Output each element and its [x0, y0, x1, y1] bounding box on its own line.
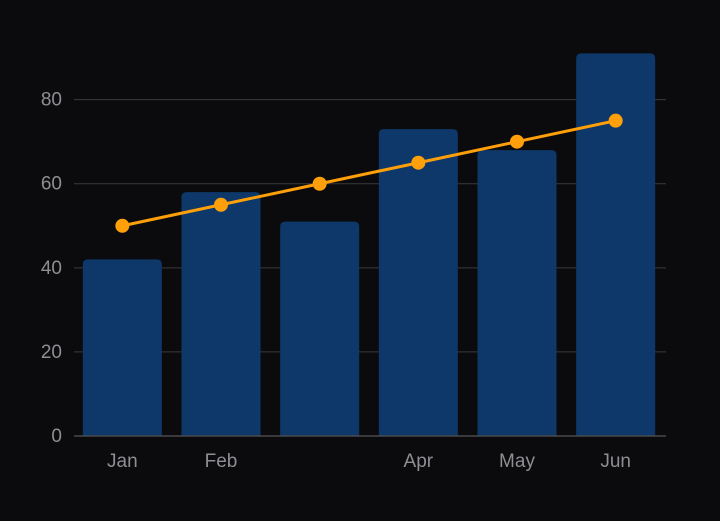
x-tick-label: Apr [404, 451, 434, 472]
y-axis-ticks: 0 20 40 60 80 [41, 90, 62, 447]
line-path [120, 119, 618, 228]
x-tick-label: Jan [107, 451, 138, 472]
bar [378, 129, 458, 436]
x-axis-ticks: Jan Feb Apr May Jun [107, 451, 631, 472]
bar [477, 150, 557, 436]
x-tick-label: May [499, 451, 535, 472]
bar [181, 192, 261, 436]
y-tick-label: 40 [41, 258, 62, 279]
line-point [115, 218, 130, 233]
bar [576, 53, 656, 437]
line-series [115, 113, 623, 233]
bar [82, 259, 162, 436]
line-point [411, 155, 426, 170]
grid [74, 99, 666, 353]
line-point [608, 113, 623, 128]
x-tick-label: Jun [600, 451, 631, 472]
line-point [214, 197, 228, 212]
line-point [510, 134, 524, 149]
y-tick-label: 0 [51, 426, 62, 447]
y-tick-label: 80 [41, 90, 62, 111]
bar-series [82, 53, 656, 437]
y-tick-label: 20 [41, 342, 62, 363]
line-point [312, 176, 327, 191]
bar [280, 221, 360, 436]
x-tick-label: Feb [205, 451, 238, 472]
y-tick-label: 60 [41, 174, 62, 195]
